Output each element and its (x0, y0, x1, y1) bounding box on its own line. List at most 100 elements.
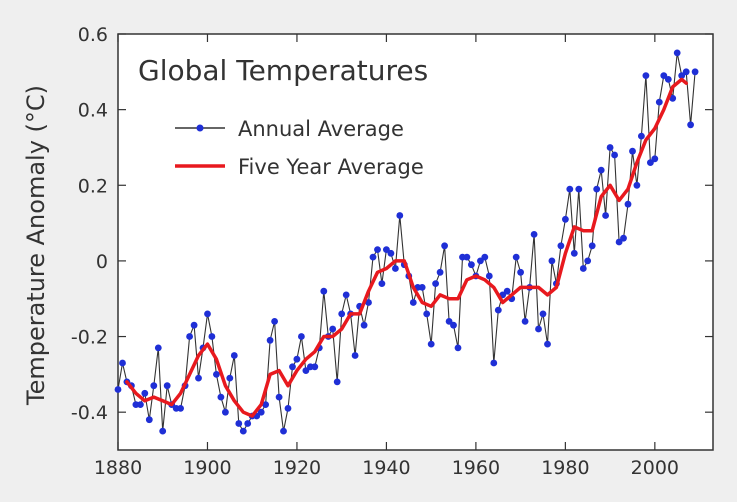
annual-average-point (441, 242, 448, 250)
annual-average-point (570, 249, 578, 257)
legend-five-year-label: Five Year Average (238, 155, 424, 179)
annual-average-point (548, 257, 556, 265)
annual-average-point (137, 401, 144, 408)
chart-title: Global Temperatures (138, 54, 428, 87)
y-tick-label: -0.4 (71, 402, 108, 424)
annual-average-point (226, 374, 234, 382)
annual-average-point (494, 306, 502, 314)
annual-average-point (530, 231, 538, 238)
annual-average-point (655, 98, 663, 106)
annual-average-point (293, 355, 301, 363)
y-axis-label: Temperature Anomaly (°C) (22, 85, 50, 406)
legend: Annual Average Five Year Average (175, 117, 424, 179)
annual-average-point (664, 76, 672, 83)
annual-average-point (682, 68, 690, 76)
annual-average-point (159, 427, 167, 435)
annual-average-point (338, 310, 346, 318)
annual-average-point (387, 249, 395, 257)
annual-average-point (535, 325, 542, 333)
annual-average-point (557, 242, 565, 250)
annual-average-point (329, 325, 337, 333)
annual-average-point (262, 401, 269, 408)
y-tick-label: 0.2 (78, 175, 108, 197)
annual-average-point (222, 408, 229, 416)
annual-average-point (150, 382, 158, 390)
annual-average-point (485, 272, 493, 280)
annual-average-point (477, 257, 484, 265)
y-tick-label: 0.6 (78, 24, 108, 46)
annual-average-point (302, 367, 310, 374)
annual-average-point (333, 378, 341, 386)
annual-average-point (177, 405, 185, 412)
annual-average-point (217, 393, 225, 401)
annual-average-point (119, 359, 126, 367)
annual-average-point (275, 393, 283, 401)
annual-average-point (320, 287, 328, 295)
legend-annual-swatch-marker (196, 124, 204, 132)
y-tick-label: -0.2 (71, 327, 108, 349)
annual-average-point (280, 427, 287, 435)
annual-average-point (369, 253, 377, 261)
x-tick-label: 1920 (273, 457, 321, 479)
plot-area (117, 33, 714, 451)
annual-average-point (566, 185, 574, 193)
annual-average-point (584, 257, 592, 265)
annual-average-point (311, 363, 319, 371)
annual-average-point (432, 280, 439, 287)
annual-average-point (145, 416, 153, 424)
annual-average-point (284, 405, 292, 412)
legend-annual-label: Annual Average (238, 117, 404, 141)
annual-average-point (186, 333, 194, 340)
x-axis: 1880 1900 1920 1940 1960 1980 2000 (94, 34, 679, 479)
annual-average-point (642, 72, 650, 79)
annual-average-point (230, 352, 238, 359)
annual-average-point (154, 344, 162, 352)
annual-average-point (588, 242, 596, 250)
annual-average-point (141, 389, 149, 397)
annual-average-point (615, 238, 623, 246)
annual-average-series (114, 49, 699, 435)
annual-average-point (365, 299, 372, 306)
annual-average-point (678, 72, 686, 79)
annual-average-point (593, 185, 601, 193)
annual-average-point (418, 284, 426, 291)
annual-average-point (517, 268, 524, 276)
annual-average-point (235, 420, 243, 427)
y-axis: -0.4 -0.2 0 0.2 0.4 0.6 (71, 24, 713, 424)
annual-average-point (392, 265, 399, 272)
annual-average-point (360, 321, 368, 329)
annual-average-point (378, 280, 386, 287)
annual-average-point (409, 299, 417, 306)
annual-average-point (490, 359, 498, 367)
annual-average-point (606, 144, 614, 151)
annual-average-point (396, 212, 404, 219)
annual-average-point (342, 291, 350, 299)
annual-average-point (691, 68, 699, 76)
annual-average-point (445, 318, 453, 325)
x-tick-label: 1960 (452, 457, 500, 479)
annual-average-point (208, 333, 216, 340)
annual-average-point (544, 340, 551, 348)
annual-average-point (239, 427, 247, 435)
annual-average-point (454, 344, 462, 352)
annual-average-point (195, 374, 202, 382)
five-year-average-line (125, 77, 688, 418)
annual-average-point (575, 185, 583, 193)
annual-average-point (539, 310, 547, 318)
y-tick-label: 0 (96, 251, 108, 273)
x-tick-label: 1880 (94, 457, 142, 479)
annual-average-point (562, 215, 569, 223)
annual-average-point (633, 181, 641, 189)
annual-average-point (629, 147, 636, 155)
annual-average-point (660, 72, 668, 79)
annual-average-point (503, 287, 511, 295)
annual-average-point (374, 246, 381, 254)
y-tick-label: 0.4 (78, 100, 108, 122)
annual-average-point (620, 234, 627, 242)
annual-average-point (266, 336, 274, 344)
annual-average-point (271, 318, 278, 325)
annual-average-point (427, 340, 435, 348)
annual-average-point (383, 246, 390, 254)
annual-average-point (597, 166, 605, 174)
annual-average-point (463, 253, 471, 261)
